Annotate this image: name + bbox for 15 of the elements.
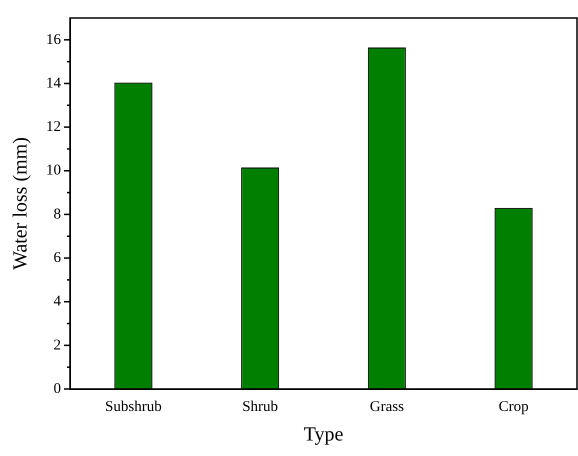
y-tick-label: 2 bbox=[54, 337, 61, 354]
x-tick-label: Crop bbox=[498, 398, 529, 415]
y-tick-label: 12 bbox=[46, 119, 61, 136]
y-tick-label: 8 bbox=[54, 206, 61, 222]
y-tick-label: 4 bbox=[54, 294, 62, 310]
y-tick-label: 6 bbox=[54, 250, 62, 266]
x-tick-label: Grass bbox=[370, 398, 404, 415]
y-tick-label: 0 bbox=[54, 380, 61, 397]
y-tick-label: 16 bbox=[46, 32, 62, 48]
x-tick-label: Subshrub bbox=[105, 398, 162, 415]
y-axis-title: Water loss (mm) bbox=[9, 137, 32, 270]
x-axis-title: Type bbox=[304, 423, 344, 446]
y-tick-label: 14 bbox=[46, 75, 62, 92]
y-tick-label: 10 bbox=[46, 162, 61, 179]
x-tick-label: Shrub bbox=[242, 398, 278, 415]
